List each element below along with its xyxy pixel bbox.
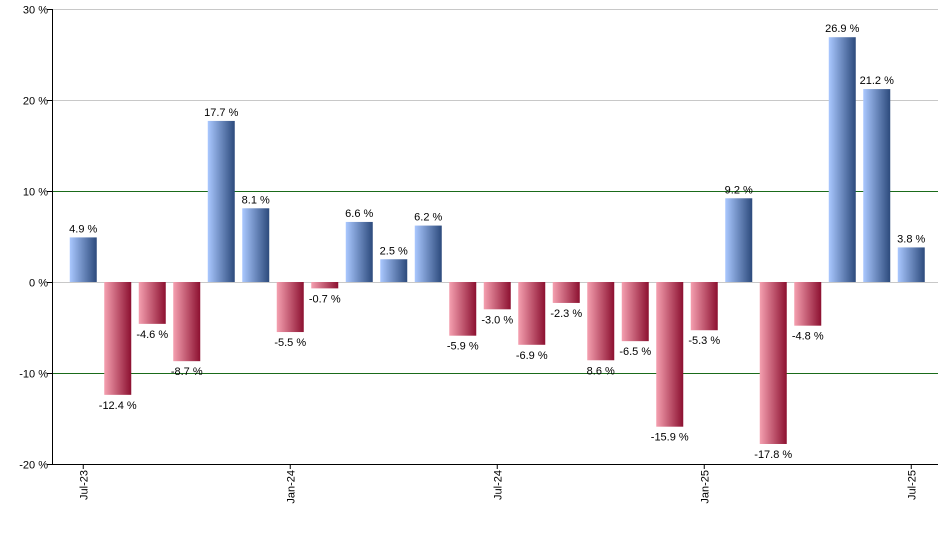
bar-negative xyxy=(483,282,511,310)
bar-negative xyxy=(587,282,615,361)
bar-layer xyxy=(69,37,925,444)
x-tick-label: Jul-25 xyxy=(906,470,918,500)
data-label: -6.5 % xyxy=(619,346,651,358)
data-label: -5.5 % xyxy=(274,337,306,349)
bar-negative xyxy=(518,282,546,345)
data-label: 3.8 % xyxy=(897,233,925,245)
bar-positive xyxy=(345,221,373,282)
bar-positive xyxy=(863,89,891,282)
bar-positive xyxy=(414,225,442,282)
bar-positive xyxy=(725,198,753,282)
data-label: 21.2 % xyxy=(860,75,894,87)
bar-negative xyxy=(311,282,339,289)
bar-positive xyxy=(207,120,235,283)
y-tick-label: 0 % xyxy=(29,278,48,290)
bar-negative xyxy=(449,282,477,336)
bar-negative xyxy=(552,282,580,303)
data-label: -6.9 % xyxy=(516,350,548,362)
bar-negative xyxy=(690,282,718,331)
bar-positive xyxy=(242,208,270,282)
data-label: -5.9 % xyxy=(447,341,479,353)
data-label: 9.2 % xyxy=(725,184,753,196)
data-label: -17.8 % xyxy=(754,449,792,461)
bar-negative xyxy=(104,282,132,395)
y-tick-label: -10 % xyxy=(19,369,48,381)
data-label: -2.3 % xyxy=(550,308,582,320)
bar-negative xyxy=(656,282,684,427)
data-label: 26.9 % xyxy=(825,23,859,35)
x-tick-label: Jul-24 xyxy=(492,470,504,500)
data-label: -0.7 % xyxy=(309,293,341,305)
data-label: 2.5 % xyxy=(380,245,408,257)
axis-layer: 30 % 20 % 10 % 0 % -10 % -20 % Jul-23 Jan-24 Jul… xyxy=(19,5,938,504)
data-label: 6.6 % xyxy=(345,208,373,220)
bar-positive xyxy=(828,37,856,283)
bar-positive xyxy=(380,259,408,282)
bar-negative xyxy=(138,282,166,324)
data-label: -4.6 % xyxy=(136,329,168,341)
bar-negative xyxy=(759,282,787,444)
bar-positive xyxy=(897,247,925,282)
data-label: 4.9 % xyxy=(69,223,97,235)
data-label: 6.2 % xyxy=(414,212,442,224)
data-label: 8.1 % xyxy=(242,194,270,206)
bar-negative xyxy=(794,282,822,326)
grid-layer xyxy=(52,9,938,465)
bar-negative xyxy=(173,282,201,362)
data-label: 8.6 % xyxy=(587,365,615,377)
y-tick-label: 20 % xyxy=(23,96,48,108)
bar-negative xyxy=(276,282,304,333)
y-tick-label: 10 % xyxy=(23,187,48,199)
y-tick-label: 30 % xyxy=(23,5,48,17)
y-tick-label: -20 % xyxy=(19,460,48,472)
data-label: -3.0 % xyxy=(481,314,513,326)
data-label: -12.4 % xyxy=(99,400,137,412)
x-tick-label: Jan-24 xyxy=(285,470,297,504)
data-label: -15.9 % xyxy=(651,432,689,444)
data-label: 17.7 % xyxy=(204,107,238,119)
x-tick-label: Jul-23 xyxy=(78,470,90,500)
x-tick-label: Jan-25 xyxy=(699,470,711,504)
bar-positive xyxy=(69,237,97,282)
value-label-layer: 4.9 % -12.4 % -4.6 % -8.7 % 17.7 % 8.1 % -5.5 … xyxy=(69,23,925,461)
bar-negative xyxy=(621,282,649,342)
data-label: -8.7 % xyxy=(171,366,203,378)
data-label: -4.8 % xyxy=(792,331,824,343)
data-label: -5.3 % xyxy=(688,335,720,347)
